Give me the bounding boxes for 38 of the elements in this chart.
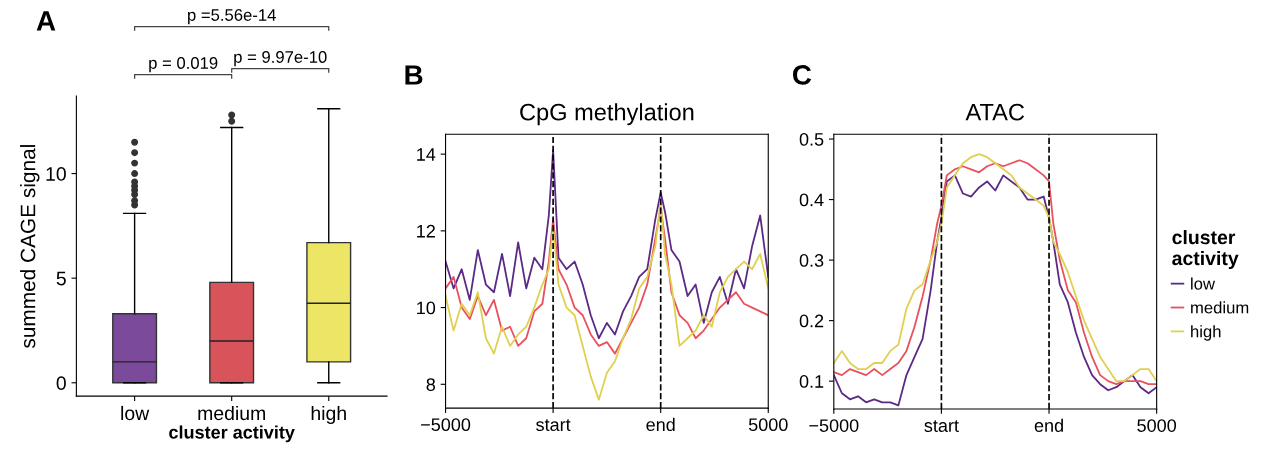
- x-tick-label: high: [311, 405, 346, 425]
- y-tick-label: 0.4: [799, 193, 824, 207]
- y-tick-label: 10: [417, 301, 436, 315]
- x-tick-label: −5000: [809, 419, 859, 432]
- line-series: [445, 149, 769, 340]
- x-tick-label: low: [121, 405, 150, 421]
- x-tick-label: 5000: [1137, 419, 1177, 432]
- legend-label: high: [1191, 325, 1221, 341]
- x-tick-label: start: [924, 420, 959, 432]
- chart-title: CpG methylation: [520, 103, 694, 126]
- chart-title: ATAC: [965, 103, 1025, 121]
- text: B: [405, 65, 423, 85]
- legend-title: cluster activity: [1172, 229, 1239, 270]
- x-tick-label: end: [646, 417, 675, 432]
- text: p = 9.97e-10: [234, 51, 327, 67]
- y-tick-label: 14: [417, 148, 436, 161]
- y-tick-label: 5: [56, 271, 66, 286]
- x-tick-label: −5000: [421, 418, 471, 432]
- y-tick-label: 10: [46, 167, 66, 181]
- x-axis-title: cluster activity: [169, 425, 295, 443]
- text: A: [36, 11, 56, 31]
- text: p =5.56e-14: [188, 9, 276, 25]
- text: C: [792, 65, 812, 85]
- legend-label: medium: [1191, 301, 1249, 314]
- y-tick-label: 0.5: [799, 132, 824, 146]
- y-tick-label: 0.1: [799, 375, 824, 388]
- x-tick-label: start: [536, 419, 571, 432]
- y-tick-label: 0: [56, 376, 66, 391]
- y-tick-label: 12: [417, 224, 435, 238]
- legend-label: low: [1191, 277, 1216, 290]
- y-tick-label: 0.3: [799, 254, 824, 267]
- y-tick-label: 8: [426, 378, 436, 392]
- x-tick-label: end: [1034, 418, 1063, 432]
- x-tick-label: medium: [198, 405, 265, 421]
- y-axis-title: summed CAGE signal: [20, 145, 40, 349]
- y-tick-label: 0.2: [799, 314, 824, 328]
- text: p = 0.019: [149, 57, 218, 73]
- x-tick-label: 5000: [748, 418, 788, 432]
